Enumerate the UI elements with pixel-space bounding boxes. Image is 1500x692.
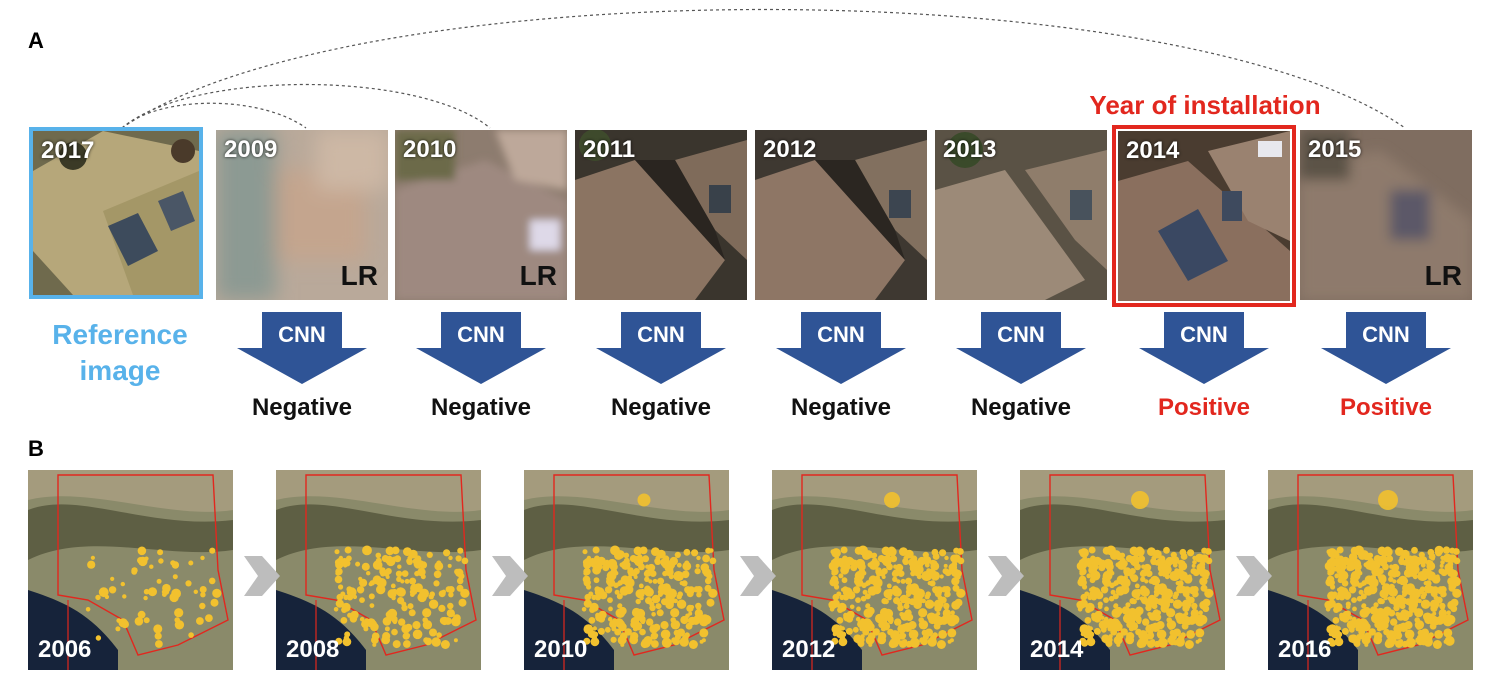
result-2012: Negative	[790, 394, 892, 421]
chevron-right-icon	[740, 548, 776, 604]
chevron-right-icon	[1236, 548, 1272, 604]
reference-label-line1: Reference	[52, 319, 188, 350]
result-2014: Positive	[1157, 394, 1251, 421]
cnn-arrow-2011: CNN	[596, 312, 726, 384]
result-2011: Negative	[610, 394, 712, 421]
cnn-arrow-shape	[776, 312, 906, 384]
installation-label: Year of installation	[1089, 90, 1321, 120]
reference-year: 2017	[41, 137, 95, 164]
lr-badge: LR	[1424, 260, 1462, 291]
cnn-label: CNN	[457, 322, 505, 347]
arc-2010	[121, 83, 491, 129]
cnn-label: CNN	[817, 322, 865, 347]
tile-2011-image	[575, 130, 747, 300]
lr-badge: LR	[340, 260, 378, 291]
cnn-arrow-shape	[1321, 312, 1451, 384]
cnn-arrow-shape	[1139, 312, 1269, 384]
tile-2009-image	[216, 130, 388, 300]
tile-2011: 2011	[575, 130, 747, 300]
cnn-arrow-shape	[956, 312, 1086, 384]
panel-b-label: B	[28, 436, 44, 461]
cnn-arrow-shape	[416, 312, 546, 384]
map-image	[28, 470, 233, 670]
cnn-arrow-2012: CNN	[776, 312, 906, 384]
tile-2010: 2010 LR	[395, 130, 567, 300]
cnn-arrow-shape	[596, 312, 726, 384]
map-year: 2014	[1030, 636, 1084, 663]
map-year: 2010	[534, 636, 588, 663]
arc-2015	[121, 8, 1406, 129]
cnn-label: CNN	[1180, 322, 1228, 347]
arc-2009	[121, 102, 307, 129]
map-year: 2008	[286, 636, 340, 663]
cnn-label: CNN	[1362, 322, 1410, 347]
map-image	[1268, 470, 1473, 670]
map-image	[1020, 470, 1225, 670]
map-2016: 2016	[1268, 470, 1473, 670]
tile-year: 2013	[943, 136, 997, 163]
map-year: 2012	[782, 636, 836, 663]
result-2009: Negative	[251, 394, 353, 421]
result-2015: Positive	[1339, 394, 1433, 421]
result-2010: Negative	[430, 394, 532, 421]
cnn-label: CNN	[637, 322, 685, 347]
map-image	[524, 470, 729, 670]
cnn-label: CNN	[278, 322, 326, 347]
tile-year: 2012	[763, 136, 817, 163]
tile-2014: 2014	[1118, 131, 1290, 301]
tile-2009: 2009 LR	[216, 130, 388, 300]
map-image	[276, 470, 481, 670]
cnn-arrow-2015: CNN	[1321, 312, 1451, 384]
tile-2015-image	[1300, 130, 1472, 300]
tile-2010-image	[395, 130, 567, 300]
tile-2012: 2012	[755, 130, 927, 300]
panel-a-label: A	[28, 28, 44, 53]
cnn-arrow-2010: CNN	[416, 312, 546, 384]
reference-link-arcs	[121, 8, 1406, 129]
map-year: 2006	[38, 636, 92, 663]
map-year: 2016	[1278, 636, 1332, 663]
tile-year: 2009	[224, 136, 278, 163]
tile-year: 2010	[403, 136, 457, 163]
tile-2015: 2015 LR	[1300, 130, 1472, 300]
tile-2012-image	[755, 130, 927, 300]
map-2012: 2012	[772, 470, 977, 670]
cnn-arrow-shape	[237, 312, 367, 384]
chevron-right-icon	[492, 548, 528, 604]
result-2013: Negative	[970, 394, 1072, 421]
lr-badge: LR	[519, 260, 557, 291]
chevron-right-icon	[988, 548, 1024, 604]
tile-year: 2014	[1126, 137, 1180, 164]
cnn-label: CNN	[997, 322, 1045, 347]
map-2014: 2014	[1020, 470, 1225, 670]
reference-roof-image	[33, 131, 199, 295]
reference-label: Reference image	[30, 317, 210, 389]
map-2008: 2008	[276, 470, 481, 670]
map-image	[772, 470, 977, 670]
tile-2013: 2013	[935, 130, 1107, 300]
chevron-right-icon	[244, 548, 280, 604]
reference-tile: 2017	[33, 131, 199, 295]
map-2006: 2006	[28, 470, 233, 670]
cnn-arrow-2014: CNN	[1139, 312, 1269, 384]
cnn-arrow-2009: CNN	[237, 312, 367, 384]
tile-2013-image	[935, 130, 1107, 300]
tile-2014-image	[1118, 131, 1290, 301]
cnn-arrow-2013: CNN	[956, 312, 1086, 384]
map-2010: 2010	[524, 470, 729, 670]
tile-year: 2011	[583, 136, 636, 163]
tile-year: 2015	[1308, 136, 1362, 163]
reference-label-line2: image	[79, 355, 161, 386]
